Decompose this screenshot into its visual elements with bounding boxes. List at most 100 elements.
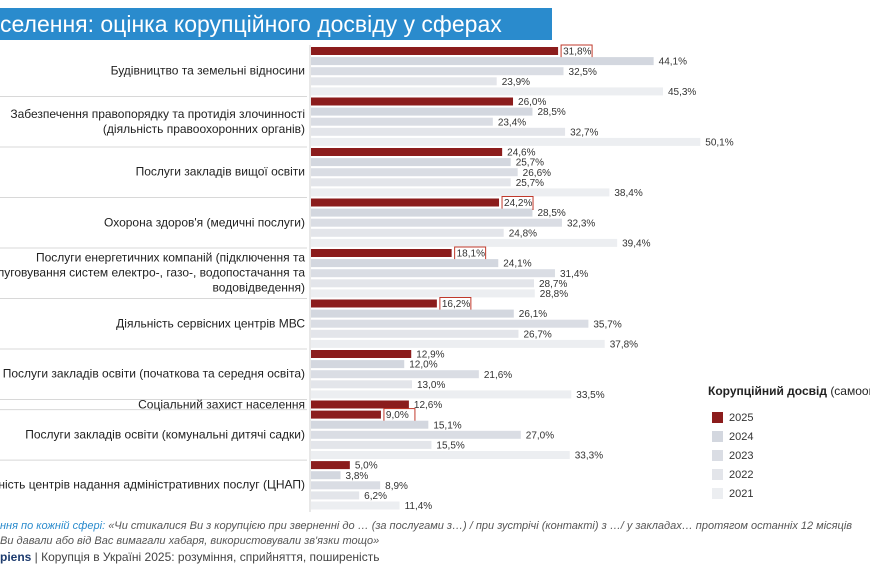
value-label: 27,0% [526, 430, 554, 441]
bar [311, 491, 360, 500]
value-label: 13,0% [417, 380, 445, 391]
category-label: Будівництво та земельні відносини [110, 63, 305, 78]
category-label: Послуги закладів вищої освіти [135, 164, 305, 179]
footnote-label: ння по кожній сфері: [0, 520, 106, 532]
value-label: 23,4% [498, 117, 526, 128]
value-label: 44,1% [659, 57, 687, 68]
bar [311, 430, 521, 439]
bar [311, 461, 350, 470]
value-label: 26,6% [523, 168, 551, 179]
source: piens | Корупція в Україні 2025: розумін… [0, 550, 379, 564]
value-label: 24,2% [504, 198, 532, 209]
bar [311, 501, 400, 510]
value-label: 31,4% [560, 269, 588, 280]
bar [311, 97, 514, 106]
value-label: 45,3% [668, 87, 696, 98]
bar [311, 299, 437, 308]
bar [311, 238, 618, 247]
legend-title: Корупційний досвід (самооц [708, 384, 870, 398]
value-label: 15,1% [433, 420, 461, 431]
category-label: Соціальний захист населення [138, 397, 305, 412]
value-label: 6,2% [364, 491, 387, 502]
bar [311, 380, 413, 389]
source-text: | Корупція в Україні 2025: розуміння, сп… [31, 550, 380, 564]
value-label: 32,7% [570, 127, 598, 138]
category-label: Послуги енергетичних компаній (підключен… [0, 250, 305, 295]
bar [311, 350, 412, 358]
category-label: льність центрів надання адміністративних… [0, 477, 305, 492]
bar [311, 269, 555, 278]
bar [311, 400, 409, 409]
value-label: 25,7% [516, 158, 544, 169]
value-label: 12,0% [409, 360, 437, 371]
bar [311, 188, 610, 197]
value-label: 25,7% [516, 178, 544, 189]
bar [311, 370, 479, 379]
legend-swatch [712, 450, 723, 461]
value-label: 15,5% [436, 441, 464, 452]
legend-label: 2022 [729, 469, 753, 481]
category-label: Забезпечення правопорядку та протидія зл… [10, 106, 305, 136]
value-label: 31,8% [563, 47, 591, 58]
category-label: Послуги закладів освіти (початкова та се… [2, 366, 305, 381]
value-label: 38,4% [614, 188, 642, 199]
bar [311, 198, 500, 207]
bar [311, 420, 429, 429]
value-label: 16,2% [442, 299, 470, 310]
value-label: 50,1% [705, 138, 733, 149]
legend-label: 2021 [729, 488, 753, 500]
footnote-line: Ви давали або від Вас вимагали хабаря, в… [0, 535, 380, 547]
value-label: 28,5% [537, 107, 565, 118]
bar [311, 107, 533, 116]
legend-label: 2025 [729, 412, 753, 424]
bar [311, 228, 504, 237]
bar [311, 319, 589, 328]
legend-swatch [712, 488, 723, 499]
bar [311, 279, 534, 288]
legend-label: 2024 [729, 431, 753, 443]
bar [311, 360, 405, 369]
bar [311, 390, 572, 399]
value-label: 33,5% [576, 390, 604, 401]
legend-swatch [712, 431, 723, 442]
legend-title-main: Корупційний досвід [708, 384, 827, 398]
value-label: 35,7% [593, 319, 621, 330]
value-label: 32,3% [567, 218, 595, 229]
value-label: 18,1% [457, 249, 485, 260]
legend-label: 2023 [729, 450, 753, 462]
bar [311, 289, 535, 298]
bar [311, 309, 514, 318]
chart-title: селення: оцінка корупційного досвіду у с… [0, 8, 552, 40]
value-label: 5,0% [355, 461, 378, 472]
bar [311, 410, 381, 419]
bar [311, 218, 562, 227]
value-label: 9,0% [386, 410, 409, 421]
value-label: 12,9% [416, 350, 444, 361]
footnote-text: «Чи стикалися Ви з корупцією при звернен… [108, 520, 853, 532]
value-label: 21,6% [484, 370, 512, 381]
legend-swatch [712, 469, 723, 480]
bar [311, 57, 654, 66]
value-label: 32,5% [569, 67, 597, 78]
source-brand: piens [0, 550, 32, 564]
value-label: 12,6% [414, 400, 442, 411]
category-label: Діяльність сервісних центрів МВС [116, 316, 305, 331]
value-label: 3,8% [346, 471, 369, 482]
category-label: Охорона здоров'я (медичні послуги) [104, 215, 305, 230]
bar [311, 249, 452, 257]
value-label: 8,9% [385, 481, 408, 492]
legend-swatch [712, 412, 723, 423]
value-label: 24,6% [507, 148, 535, 159]
bar [311, 127, 566, 136]
bar [311, 77, 497, 86]
bar [311, 259, 499, 268]
bar [311, 339, 605, 348]
value-label: 33,3% [575, 451, 603, 462]
value-label: 26,7% [523, 329, 551, 340]
value-label: 11,4% [405, 501, 433, 512]
bar [311, 440, 432, 449]
value-label: 26,0% [518, 97, 546, 108]
value-label: 24,8% [509, 228, 537, 239]
value-label: 28,5% [537, 208, 565, 219]
